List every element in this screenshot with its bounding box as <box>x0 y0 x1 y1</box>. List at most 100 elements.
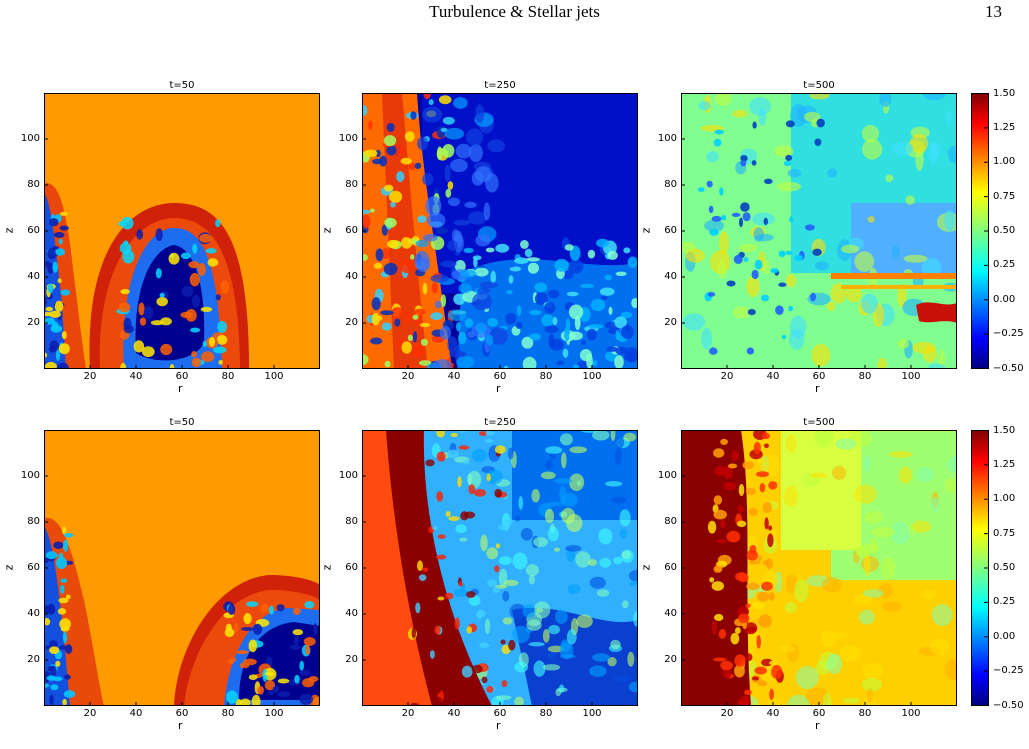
x-tick-label: 20 <box>401 371 415 382</box>
colorbar-gradient <box>971 430 989 706</box>
x-tick-label: 40 <box>129 371 143 382</box>
panel-title: t=500 <box>803 80 835 91</box>
x-tick-label: 100 <box>264 371 284 382</box>
y-tick-label: 100 <box>657 470 677 481</box>
x-tick-label: 80 <box>221 708 235 719</box>
x-tick-label: 40 <box>766 708 780 719</box>
x-tick-label: 80 <box>539 371 553 382</box>
x-axis-label: r <box>496 719 501 732</box>
x-axis-label: r <box>496 382 501 395</box>
panel-title: t=250 <box>484 417 516 428</box>
y-axis-label: z <box>320 564 334 571</box>
x-axis-label: r <box>815 382 820 395</box>
field-plot <box>362 93 638 369</box>
panel-title: t=250 <box>484 80 516 91</box>
colorbar-tick-label: 0.00 <box>993 293 1016 305</box>
y-axis-label: z <box>2 227 16 234</box>
x-tick-label: 100 <box>582 708 602 719</box>
y-tick-label: 20 <box>345 317 358 328</box>
y-tick-label: 40 <box>664 608 677 619</box>
x-tick-label: 20 <box>83 708 97 719</box>
y-tick-label: 80 <box>345 516 358 527</box>
x-tick-label: 60 <box>493 371 507 382</box>
y-tick-label: 100 <box>20 470 40 481</box>
field-plot <box>44 93 320 369</box>
x-tick-label: 60 <box>812 371 826 382</box>
colormap-field <box>44 93 320 369</box>
colormap-field <box>44 430 320 706</box>
colorbar-tick-label: 0.50 <box>993 225 1016 236</box>
colorbar-tick-label: 0.25 <box>993 596 1016 608</box>
y-tick-label: 20 <box>345 654 358 665</box>
y-tick-label: 60 <box>27 225 40 236</box>
x-tick-label: 60 <box>493 708 507 719</box>
x-axis-label: r <box>815 719 820 732</box>
y-tick-label: 20 <box>664 654 677 665</box>
x-tick-label: 20 <box>83 371 97 382</box>
colorbar-tick-label: 1.00 <box>993 156 1016 168</box>
colorbar-bottom: 1.50 1.25 1.00 0.75 0.50 0.25 0.00 −0.25 −0.50 <box>971 425 1024 711</box>
x-tick-label: 80 <box>221 371 235 382</box>
y-tick-label: 60 <box>664 225 677 236</box>
colorbar-tick-label: 1.25 <box>993 121 1016 133</box>
y-tick-label: 100 <box>657 133 677 144</box>
y-tick-label: 80 <box>345 179 358 190</box>
colorbar-tick-label: 1.25 <box>993 458 1016 470</box>
x-tick-label: 40 <box>129 708 143 719</box>
y-axis-label: z <box>2 564 16 571</box>
y-axis-label: z <box>639 564 653 571</box>
colorbar-tick-label: 1.50 <box>993 87 1016 99</box>
colorbar-tick-label: −0.50 <box>993 699 1024 711</box>
colorbar-tick-label: 0.25 <box>993 259 1016 271</box>
colorbar-tick-label: −0.25 <box>993 665 1024 677</box>
y-tick-label: 40 <box>664 271 677 282</box>
y-axis-label: z <box>639 227 653 234</box>
colormap-field <box>681 93 957 369</box>
colormap-field <box>362 93 638 369</box>
colorbar-tick-label: 0.75 <box>993 190 1016 202</box>
y-tick-label: 60 <box>664 562 677 573</box>
colorbar-tick-label: 1.00 <box>993 493 1016 505</box>
y-tick-label: 20 <box>27 317 40 328</box>
field-plot <box>681 430 957 706</box>
x-tick-label: 80 <box>858 371 872 382</box>
y-tick-label: 60 <box>27 562 40 573</box>
colorbar-top: 1.50 1.25 1.00 0.75 0.50 0.25 0.00 −0.25 −0.50 <box>971 88 1024 374</box>
x-tick-label: 100 <box>582 371 602 382</box>
x-tick-label: 20 <box>720 708 734 719</box>
x-axis-label: r <box>178 719 183 732</box>
x-tick-label: 100 <box>901 371 921 382</box>
x-tick-label: 40 <box>447 371 461 382</box>
x-tick-label: 60 <box>812 708 826 719</box>
x-tick-label: 40 <box>766 371 780 382</box>
colormap-field <box>362 430 638 706</box>
colorbar-tick-label: 0.00 <box>993 630 1016 642</box>
x-tick-label: 60 <box>175 708 189 719</box>
panel-title: t=50 <box>169 417 195 428</box>
y-tick-label: 40 <box>27 271 40 282</box>
x-tick-label: 100 <box>901 708 921 719</box>
y-tick-label: 80 <box>664 516 677 527</box>
y-tick-label: 80 <box>27 516 40 527</box>
x-tick-label: 20 <box>720 371 734 382</box>
colorbar-tick-label: −0.50 <box>993 362 1024 374</box>
x-tick-label: 40 <box>447 708 461 719</box>
y-tick-label: 60 <box>345 225 358 236</box>
y-tick-label: 100 <box>20 133 40 144</box>
colorbar-gradient <box>971 93 989 369</box>
panel-title: t=50 <box>169 80 195 91</box>
x-tick-label: 80 <box>858 708 872 719</box>
y-tick-label: 100 <box>338 133 358 144</box>
y-tick-label: 60 <box>345 562 358 573</box>
y-tick-label: 80 <box>27 179 40 190</box>
colorbar-tick-label: 0.75 <box>993 527 1016 539</box>
y-tick-label: 80 <box>664 179 677 190</box>
y-tick-label: 20 <box>27 654 40 665</box>
y-tick-label: 40 <box>345 608 358 619</box>
x-tick-label: 60 <box>175 371 189 382</box>
y-tick-label: 40 <box>345 271 358 282</box>
running-title: Turbulence & Stellar jets <box>429 2 600 21</box>
x-tick-label: 100 <box>264 708 284 719</box>
y-tick-label: 20 <box>664 317 677 328</box>
colorbar-tick-label: 0.50 <box>993 562 1016 573</box>
